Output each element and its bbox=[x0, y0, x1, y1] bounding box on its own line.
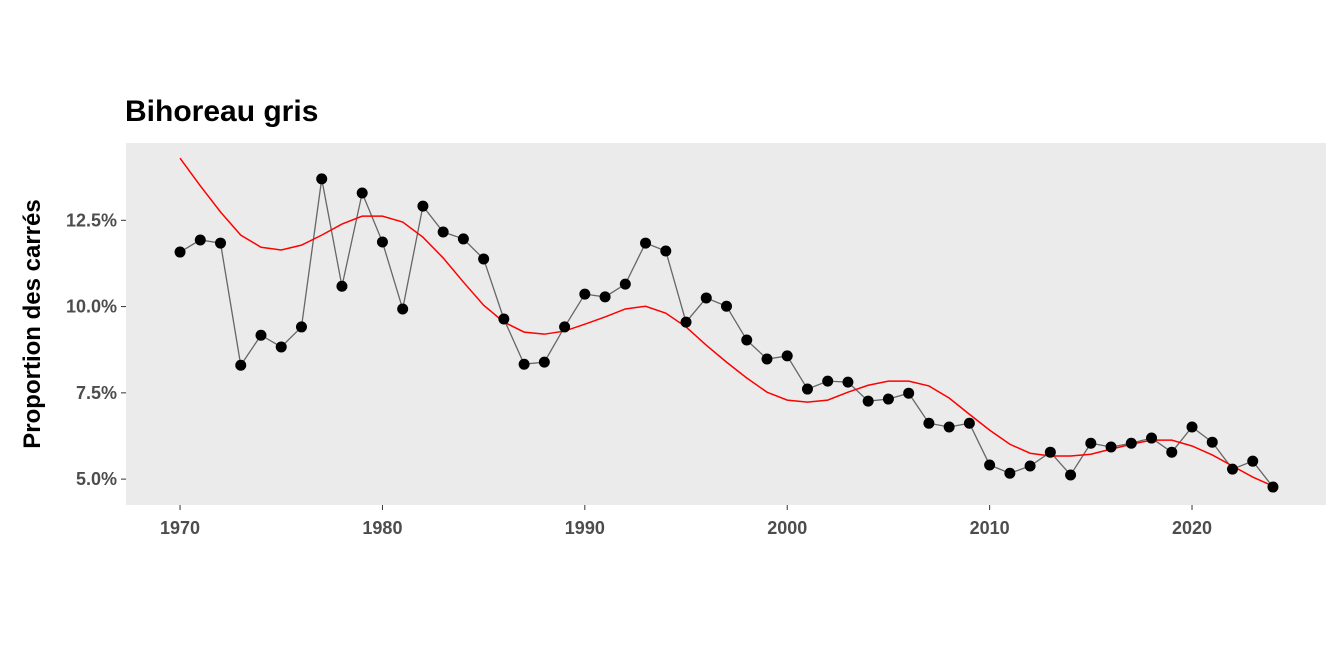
data-point bbox=[579, 288, 591, 300]
data-point bbox=[1125, 437, 1137, 449]
data-point bbox=[862, 395, 874, 407]
x-tick-label: 1970 bbox=[160, 518, 200, 538]
data-point bbox=[943, 421, 955, 433]
data-point bbox=[984, 459, 996, 471]
data-point bbox=[923, 417, 935, 429]
data-point bbox=[215, 237, 227, 249]
x-tick-label: 2000 bbox=[767, 518, 807, 538]
data-point bbox=[721, 300, 733, 312]
data-point bbox=[903, 387, 915, 399]
data-point bbox=[1044, 446, 1056, 458]
data-point bbox=[1085, 437, 1097, 449]
data-point bbox=[478, 253, 490, 265]
data-point bbox=[356, 187, 368, 199]
data-point bbox=[336, 280, 348, 292]
data-point bbox=[437, 226, 449, 238]
data-point bbox=[1206, 436, 1218, 448]
data-point bbox=[1267, 481, 1279, 493]
data-point bbox=[619, 278, 631, 290]
x-axis: 1970 1980 1990 2000 2010 2020 bbox=[160, 505, 1212, 538]
data-point bbox=[194, 234, 206, 246]
data-point bbox=[538, 356, 550, 368]
data-point bbox=[559, 321, 571, 333]
data-point bbox=[700, 292, 712, 304]
y-tick-label: 7.5% bbox=[76, 383, 117, 403]
data-point bbox=[275, 341, 287, 353]
data-point bbox=[1166, 446, 1178, 458]
data-point bbox=[295, 321, 307, 333]
y-tick-label: 10.0% bbox=[66, 297, 117, 317]
data-point bbox=[376, 236, 388, 248]
y-axis: 5.0% 7.5% 10.0% 12.5% bbox=[66, 210, 126, 489]
data-point bbox=[801, 383, 813, 395]
data-point bbox=[255, 329, 267, 341]
data-point bbox=[1065, 469, 1077, 481]
x-tick-label: 1990 bbox=[565, 518, 605, 538]
data-point bbox=[640, 237, 652, 249]
y-tick-label: 12.5% bbox=[66, 210, 117, 230]
chart-title: Bihoreau gris bbox=[125, 95, 318, 128]
data-point bbox=[417, 200, 429, 212]
data-point bbox=[842, 376, 854, 388]
smoothed-trend-line bbox=[179, 157, 1274, 487]
y-tick-label: 5.0% bbox=[76, 469, 117, 489]
data-point bbox=[1186, 421, 1198, 433]
series-group bbox=[174, 157, 1279, 493]
data-point bbox=[741, 334, 753, 346]
data-point bbox=[1004, 467, 1016, 479]
data-point bbox=[235, 359, 247, 371]
x-tick-label: 2020 bbox=[1172, 518, 1212, 538]
data-point bbox=[882, 393, 894, 405]
data-point bbox=[457, 233, 469, 245]
data-point bbox=[518, 358, 530, 370]
data-point bbox=[1226, 463, 1238, 475]
x-tick-label: 1980 bbox=[362, 518, 402, 538]
data-point bbox=[1105, 441, 1117, 453]
data-point bbox=[599, 291, 611, 303]
x-tick-label: 2010 bbox=[970, 518, 1010, 538]
data-point bbox=[963, 417, 975, 429]
data-point bbox=[498, 313, 510, 325]
data-point bbox=[316, 173, 328, 185]
data-point bbox=[1247, 455, 1259, 467]
data-point bbox=[397, 303, 409, 315]
data-point bbox=[174, 246, 186, 258]
data-point bbox=[660, 245, 672, 257]
data-point bbox=[1024, 460, 1036, 472]
data-point bbox=[761, 353, 773, 365]
data-point bbox=[1146, 432, 1158, 444]
data-point bbox=[680, 316, 692, 328]
data-point bbox=[822, 375, 834, 387]
y-axis-label: Proportion des carrés bbox=[19, 199, 46, 448]
data-point bbox=[781, 350, 793, 362]
